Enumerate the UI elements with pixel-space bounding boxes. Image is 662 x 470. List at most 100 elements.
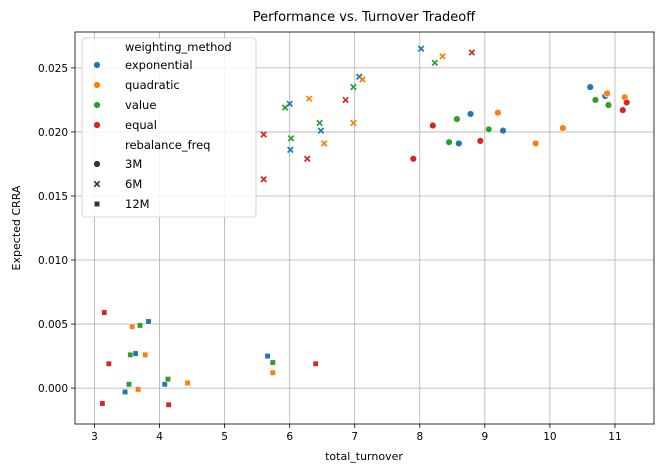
data-point [591,96,600,104]
x-tick-label: 7 [351,431,358,443]
legend-marker [93,160,101,168]
data-point [264,353,271,360]
data-point [603,89,611,98]
data-point [312,360,319,367]
data-point [409,155,417,163]
data-point [485,125,493,134]
y-axis-ticks: 0.000 0.005 0.010 0.015 0.020 0.025 [38,63,75,395]
data-point [99,400,106,407]
data-point [350,83,357,91]
data-point [317,127,325,134]
data-point [494,109,502,117]
data-point [129,323,136,330]
legend-label: quadratic [125,78,180,92]
data-point [622,98,631,107]
legend-hue-title: weighting_method [125,40,232,54]
data-point [455,139,463,148]
legend-frame [81,37,257,218]
legend-label: 12M [125,197,150,211]
data-point [137,322,144,329]
legend-label: 6M [125,177,142,191]
data-point [559,124,567,132]
data-point [260,176,267,183]
data-point [499,126,507,135]
data-point [431,59,439,67]
data-point [466,110,475,118]
x-axis-label: total_turnover [325,450,403,463]
legend-label: value [125,98,156,112]
x-axis-ticks: 3 4 5 6 7 8 9 10 11 [91,424,622,443]
legend-style-title: rebalance_freq [125,138,210,152]
grid-lines [75,32,654,424]
data-point [359,76,366,83]
x-tick-label: 11 [608,431,621,443]
legend-marker [93,81,101,89]
chart-title: Performance vs. Turnover Tradeoff [253,10,476,25]
x-tick-label: 6 [286,431,293,443]
data-point [453,115,461,123]
y-tick-label: 0.020 [38,127,68,139]
x-tick-label: 9 [482,431,489,443]
data-point [126,381,132,388]
data-point [127,351,134,358]
data-point [132,350,139,357]
x-tick-label: 5 [221,431,228,443]
data-point [604,101,613,109]
data-point [417,45,425,52]
data-point [445,138,453,146]
data-point [145,318,152,325]
data-point [342,96,349,104]
legend-label: exponential [125,58,193,72]
x-tick-label: 3 [91,431,98,443]
y-tick-label: 0.000 [38,383,68,395]
data-point [281,104,289,111]
data-point [429,121,437,130]
data-point [316,119,323,127]
data-point [320,140,328,147]
data-point [161,381,168,388]
y-axis-label: Expected CRRA [10,185,23,270]
x-tick-label: 8 [416,431,423,443]
legend-marker [93,180,101,188]
data-point [350,119,357,127]
data-point [165,376,171,383]
y-tick-label: 0.010 [38,255,68,267]
legend-hue-entries: exponential quadratic value equal [93,58,193,132]
data-point [135,386,142,393]
data-point [531,139,540,148]
data-point [260,131,267,138]
y-tick-label: 0.015 [38,191,68,203]
legend-style-entries: 3M 6M 12M [93,157,150,211]
data-point [269,369,276,376]
data-point [586,83,594,91]
data-points [99,45,631,408]
y-tick-label: 0.005 [38,319,68,331]
data-point [184,380,191,386]
legend-marker [94,201,100,207]
data-point [476,137,484,145]
legend-label: 3M [125,157,142,171]
data-point [142,351,149,358]
data-point [305,95,313,102]
legend-label: equal [125,118,157,132]
data-point [101,309,108,316]
data-point [468,49,476,56]
legend-marker [93,121,101,129]
plot-frame [74,31,655,425]
data-point [287,135,295,142]
data-point [165,401,172,408]
x-tick-label: 4 [156,431,163,443]
data-point [303,155,311,163]
y-tick-label: 0.025 [38,63,68,75]
data-point [105,360,112,367]
data-point [122,389,129,395]
data-point [269,359,276,366]
x-tick-label: 10 [543,431,556,443]
legend-marker [93,61,101,69]
data-point [439,53,446,60]
data-point [287,146,294,154]
data-point [619,106,627,114]
legend: weighting_method exponential quadratic val… [81,37,257,218]
legend-marker [93,101,101,109]
